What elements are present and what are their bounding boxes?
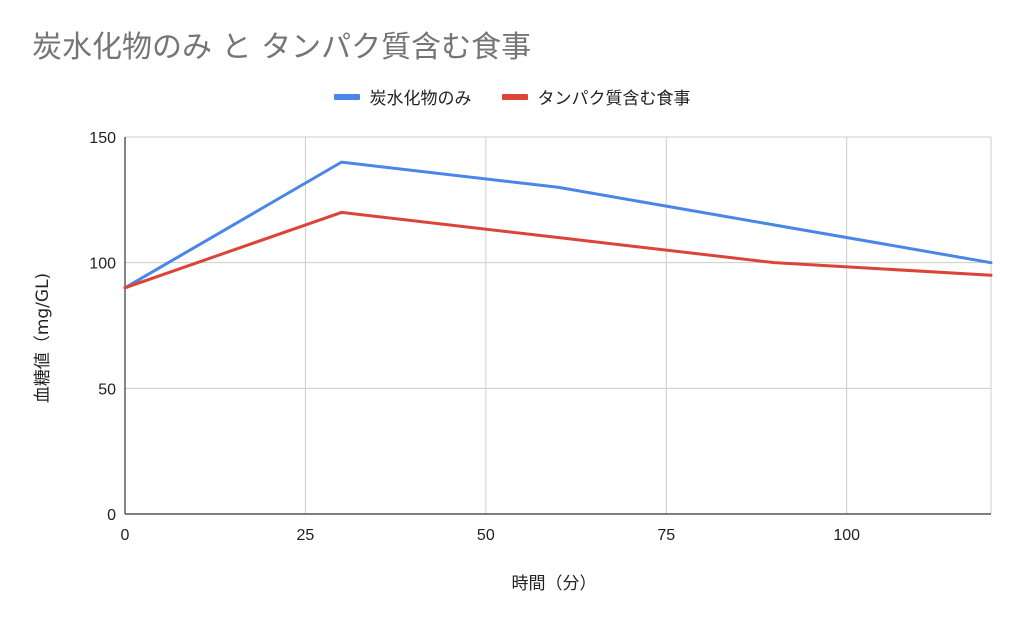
legend: 炭水化物のみ タンパク質含む食事	[0, 84, 1024, 109]
series-line-0	[123, 160, 993, 290]
y-tick-label: 100	[89, 256, 116, 273]
legend-label-carb-only: 炭水化物のみ	[369, 89, 472, 109]
series-line-1	[123, 210, 993, 290]
legend-swatch-protein-meal	[501, 93, 528, 100]
x-tick-labels: 0 25 50 75 100	[121, 527, 861, 544]
x-tick-label: 75	[657, 527, 675, 544]
legend-item-carb-only: 炭水化物のみ	[333, 84, 472, 109]
chart-title: 炭水化物のみ と タンパク質含む食事	[32, 30, 532, 65]
x-axis-title: 時間（分）	[512, 574, 597, 594]
y-tick-label: 150	[89, 130, 116, 147]
y-tick-labels: 0 50 100 150	[89, 130, 116, 524]
legend-item-protein-meal: タンパク質含む食事	[501, 84, 691, 109]
legend-label-protein-meal: タンパク質含む食事	[537, 89, 691, 109]
series-lines	[123, 160, 993, 290]
x-tick-label: 25	[297, 527, 315, 544]
y-tick-label: 50	[98, 381, 116, 398]
gridlines	[124, 136, 992, 515]
x-tick-label: 50	[477, 527, 495, 544]
y-tick-label: 0	[107, 507, 116, 524]
x-tick-label: 0	[121, 527, 130, 544]
x-tick-label: 100	[833, 527, 860, 544]
y-axis-title: 血糖値（mg/GL)	[33, 273, 53, 403]
legend-swatch-carb-only	[333, 93, 360, 100]
